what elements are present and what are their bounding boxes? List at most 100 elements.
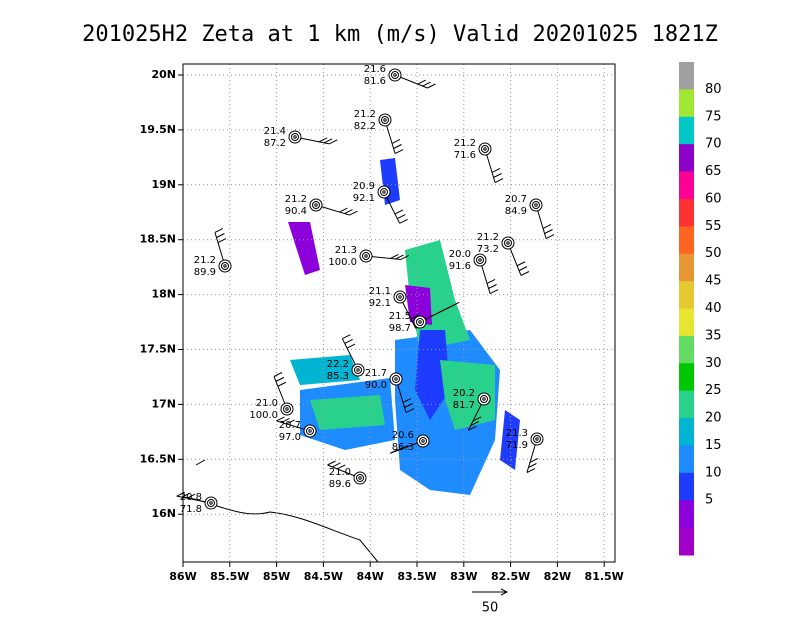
barb-flag (327, 460, 336, 466)
station-bottom: 91.6 (449, 261, 471, 272)
station-ring (529, 198, 543, 212)
scale-label: 50 (482, 601, 499, 616)
station-ring (312, 201, 320, 209)
colorbar-swatch (679, 116, 694, 145)
barb-flag (186, 493, 196, 499)
station-ring (356, 368, 360, 372)
station-ring (533, 435, 541, 443)
station-bottom: 100.0 (328, 257, 357, 268)
barb-flag (441, 306, 451, 312)
station-ring (353, 471, 367, 485)
station-ring (309, 198, 323, 212)
station-top: 20.6 (392, 430, 414, 441)
station-top: 21.2 (285, 194, 307, 205)
station: 21.487.2 (264, 126, 338, 149)
station-top: 21.7 (365, 368, 387, 379)
field-patch (415, 330, 450, 420)
station-ring (506, 241, 510, 245)
station-ring (380, 188, 388, 196)
station-ring (391, 71, 399, 79)
station-bottom: 73.2 (477, 244, 499, 255)
barb-flag (489, 289, 499, 294)
station-ring (476, 256, 484, 264)
station-bottom: 92.1 (353, 193, 375, 204)
barb-flag (402, 398, 412, 403)
colorbar-swatch (679, 253, 694, 282)
colorbar-swatch (679, 472, 694, 501)
station: 21.289.9 (194, 228, 232, 278)
barb-flag (494, 178, 504, 183)
barb-flag (391, 139, 401, 144)
lon-label: 84W (356, 570, 383, 583)
station-ring (207, 499, 215, 507)
colorbar-swatch (679, 171, 694, 200)
barb-flag (390, 253, 399, 259)
barb-flag (339, 207, 348, 213)
colorbar-label: 70 (705, 137, 722, 152)
station-ring (416, 318, 424, 326)
station-ring (413, 315, 427, 329)
barb-flag (394, 209, 404, 215)
station-ring (218, 259, 232, 273)
station-ring (501, 236, 515, 250)
barb-flag (329, 139, 338, 145)
colorbar-label: 45 (705, 274, 722, 289)
colorbar-swatch (679, 363, 694, 392)
barb-flag (344, 209, 353, 214)
barb-flag (286, 419, 295, 425)
station: 22.285.3 (327, 334, 365, 382)
station-ring (418, 320, 422, 324)
station-ring (293, 135, 297, 139)
barb-flag (526, 468, 536, 473)
barb-flag (393, 144, 402, 149)
lat-label: 18N (151, 288, 176, 301)
lat-label: 20N (151, 68, 176, 81)
colorbar-label: 30 (705, 356, 722, 371)
colorbar-label: 55 (705, 219, 722, 234)
station-ring (351, 363, 365, 377)
barb-flag (405, 408, 415, 413)
station-top: 22.2 (327, 359, 349, 370)
station-top: 20.9 (353, 181, 375, 192)
barb-flag (417, 79, 426, 85)
station-ring (392, 375, 400, 383)
station-ring (364, 254, 368, 258)
station: 21.681.6 (364, 64, 436, 89)
station-top: 21.2 (354, 109, 376, 120)
station-bottom: 82.2 (354, 121, 376, 132)
station-bottom: 81.7 (453, 400, 475, 411)
lon-label: 81.5W (585, 570, 624, 583)
station-bottom: 89.6 (329, 479, 351, 490)
station-top: 21.2 (477, 232, 499, 243)
station-ring (209, 501, 213, 505)
colorbar-label: 25 (705, 383, 722, 398)
barb-flag (410, 314, 420, 320)
station-ring (534, 203, 538, 207)
colorbar-label: 80 (705, 82, 722, 97)
lon-label: 84.5W (304, 570, 343, 583)
station-ring (303, 424, 317, 438)
station-bottom: 85.3 (327, 371, 349, 382)
colorbar-swatch (679, 390, 694, 419)
station-ring (482, 397, 486, 401)
station-ring (396, 293, 404, 301)
station-ring (378, 113, 392, 127)
map-frame (182, 63, 616, 563)
colorbar-label: 75 (705, 109, 722, 124)
station-ring (288, 130, 302, 144)
station-ring (381, 116, 389, 124)
barb-flag (275, 376, 285, 382)
station-ring (393, 73, 397, 77)
colorbar-label: 20 (705, 411, 722, 426)
station-bottom: 90.0 (365, 380, 387, 391)
barb-flag (493, 173, 502, 178)
colorbar-swatch (679, 308, 694, 337)
station-ring (535, 437, 539, 441)
lon-label: 85.5W (210, 570, 249, 583)
station: 21.790.0 (365, 368, 415, 413)
barb-flag (516, 261, 526, 267)
station-bottom: 71.9 (506, 440, 528, 451)
